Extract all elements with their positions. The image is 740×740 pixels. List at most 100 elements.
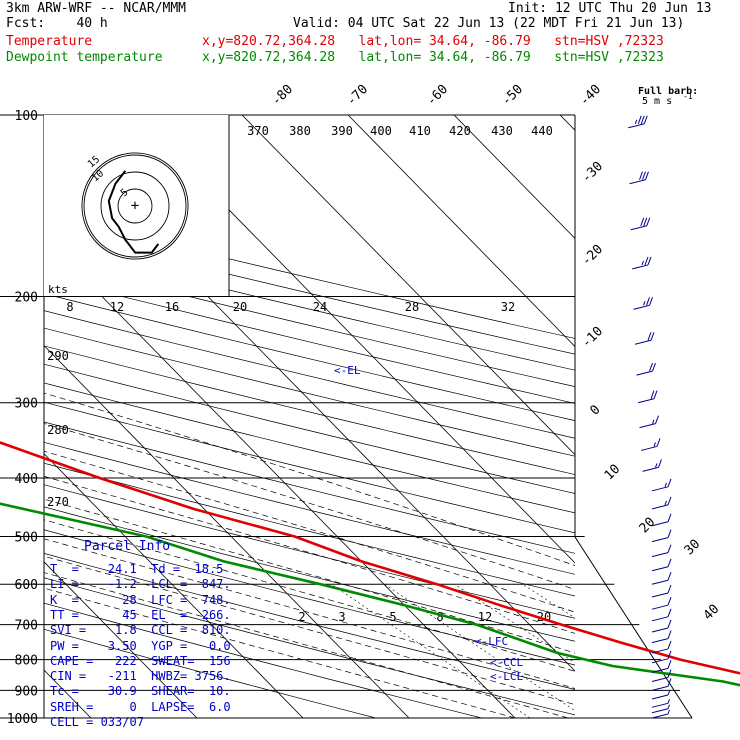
mixing-ratio-label: 5 (389, 610, 396, 624)
dry-adiabat (44, 293, 575, 421)
wind-barb (630, 217, 651, 231)
isotherm-top-label: -40 (577, 82, 604, 109)
parcel-row: Tc = 30.9 SHEAR= 10. (50, 684, 231, 699)
theta-label: 270 (47, 495, 69, 509)
frame-diagonal (574, 536, 693, 719)
dry-adiabat (44, 484, 575, 619)
wind-barb-full (667, 678, 672, 687)
inset-speed-label: 28 (405, 300, 419, 314)
isotherm-right-label: 10 (602, 462, 624, 484)
wind-barb-staff (651, 658, 669, 664)
wind-barb-half (643, 301, 646, 306)
dry-adiabat (44, 276, 575, 404)
isotherm-line (44, 453, 304, 718)
wind-barb-full (650, 332, 655, 341)
wind-barb-staff (651, 694, 669, 700)
wind-barb (651, 544, 672, 558)
wind-barb (651, 650, 672, 664)
parcel-row: TT = 45 EL = 266. (50, 607, 231, 622)
isotherm-right-label: 30 (682, 537, 704, 559)
wind-barb-staff (634, 339, 652, 345)
theta-label: 410 (409, 124, 431, 138)
wind-barb (651, 640, 672, 654)
wind-barb (651, 572, 672, 585)
wind-barb-staff (633, 304, 650, 310)
wind-barb-staff (651, 552, 669, 558)
wind-barb (639, 415, 659, 429)
wind-barb-staff (651, 521, 669, 527)
pressure-tick-label: 1000 (7, 712, 38, 727)
wind-barb-full (649, 297, 653, 306)
temperature-station-info: x,y=820.72,364.28 lat,lon= 34.64, -86.79… (202, 34, 664, 49)
hodograph-background (44, 115, 229, 296)
hodograph-ring (100, 171, 170, 241)
wind-barb (651, 704, 670, 714)
wind-barb-staff (651, 592, 669, 598)
wind-barb-full (645, 171, 649, 180)
wind-barb-full (637, 115, 642, 124)
isotherm-top-label: -50 (499, 82, 526, 109)
init-time: Init: 12 UTC Thu 20 Jun 13 (508, 1, 712, 16)
wind-barb-staff (651, 537, 669, 543)
dry-adiabat (44, 506, 575, 642)
wind-barb-half (667, 704, 670, 709)
wind-barb-half (667, 709, 670, 715)
moist-adiabat (44, 392, 575, 567)
pressure-tick-label: 200 (15, 291, 38, 306)
isotherm-right-label: 0 (587, 402, 603, 418)
mixing-ratio-label: 12 (478, 610, 492, 624)
parcel-row: PW = 3.50 YGP = 0.0 (50, 638, 231, 653)
wind-barb-full (667, 558, 672, 567)
wind-barb (628, 115, 648, 129)
wind-barb (651, 608, 672, 622)
wind-barb-full (667, 660, 672, 669)
wind-barb-half (641, 260, 644, 266)
wind-barb-title: Full barb: (638, 86, 698, 97)
mixing-ratio-line (584, 584, 740, 718)
parcel-row: SREH = 0 LAPSE= 6.0 (50, 699, 231, 714)
theta-label: 430 (491, 124, 513, 138)
wind-barb-staff (651, 616, 669, 622)
pressure-tick-label: 300 (15, 397, 38, 412)
wind-barb (651, 529, 672, 543)
dewpoint-station-info: x,y=820.72,364.28 lat,lon= 34.64, -86.79… (202, 50, 664, 65)
wind-barb-full (667, 597, 672, 606)
wind-barb-full (655, 415, 659, 424)
level-annotation: <-LFC (475, 635, 508, 648)
isotherm-line (453, 115, 575, 239)
wind-barb-full (667, 650, 672, 659)
pressure-tick-label: 600 (15, 578, 38, 593)
isotherm-right-label: -20 (579, 242, 606, 269)
wind-barb-full (667, 669, 672, 678)
wind-barb-full (647, 256, 652, 266)
wind-barb-half (664, 500, 667, 506)
hodograph-trace (107, 170, 160, 254)
isotherm-line (44, 344, 410, 718)
dry-adiabat (44, 628, 376, 718)
pressure-tick-label: 700 (15, 619, 38, 634)
wind-barb-half (667, 690, 670, 696)
dry-adiabat (44, 577, 575, 716)
wind-barb-staff (651, 627, 669, 633)
dry-adiabat (44, 260, 575, 387)
theta-label: 390 (331, 124, 353, 138)
parcel-row: SVI = 1.8 CCL = 810. (50, 623, 231, 638)
mixing-ratio-label: 8 (436, 610, 443, 624)
isotherm-right-label: -10 (579, 324, 606, 351)
hodograph-ring-label: 5 (119, 187, 131, 199)
wind-barb-staff (651, 486, 669, 492)
temperature-label: Temperature (6, 34, 93, 49)
isotherm-line (44, 561, 198, 718)
isotherm-line (135, 115, 575, 564)
wind-barb-full (653, 390, 658, 399)
wind-barb (651, 669, 672, 683)
mixing-ratio-line (331, 583, 531, 718)
wind-barb (651, 558, 672, 572)
dry-adiabat (44, 462, 575, 597)
wind-barb (633, 297, 653, 310)
mixing-ratio-label: 2 (298, 610, 305, 624)
isotherm-line (44, 236, 516, 718)
wind-barb-half (652, 419, 655, 424)
theta-label: 280 (47, 423, 69, 437)
